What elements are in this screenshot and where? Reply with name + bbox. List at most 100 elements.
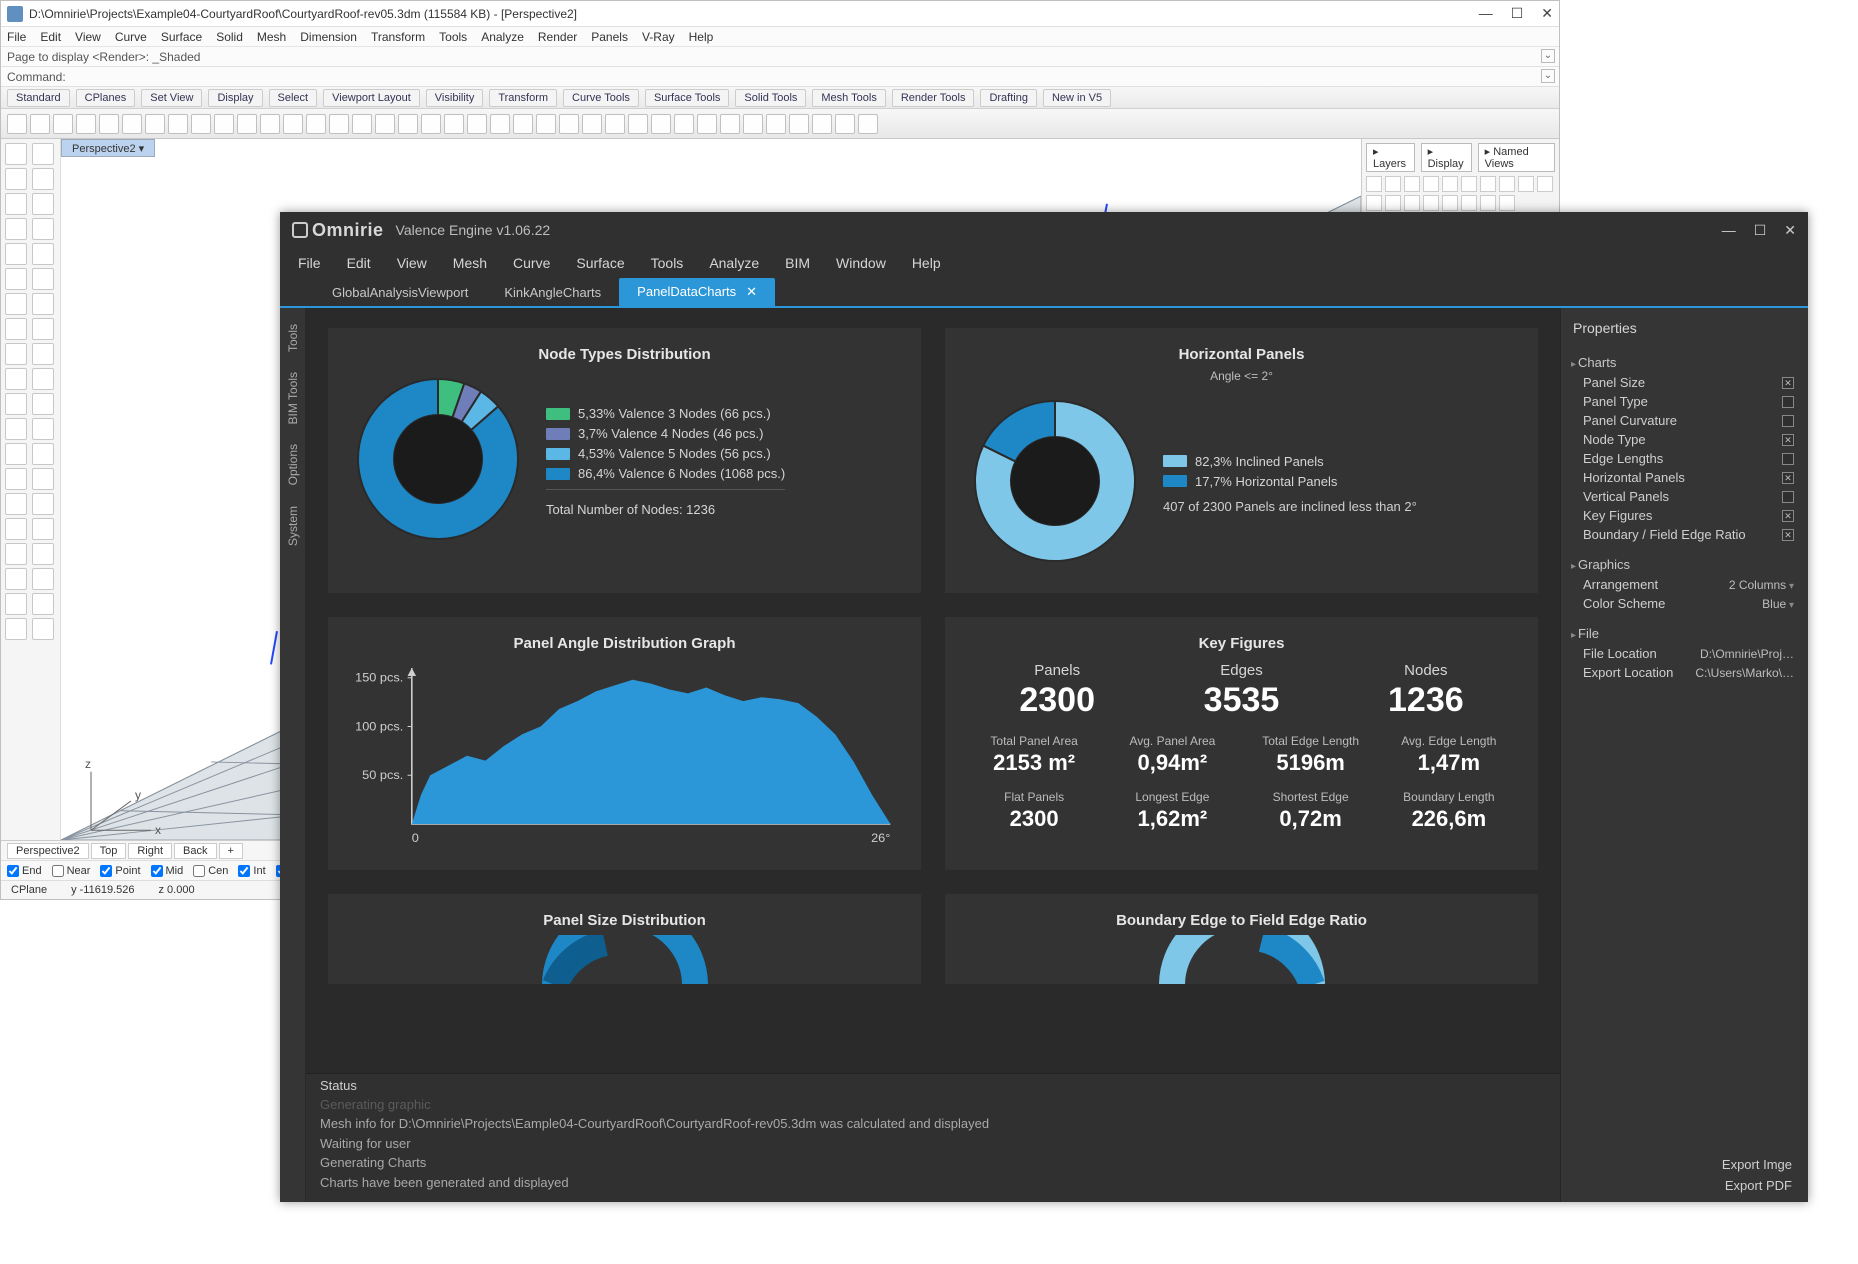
omni-menu-analyze[interactable]: Analyze (709, 255, 759, 271)
tool-icon[interactable] (32, 193, 54, 215)
rhino-row-expand2[interactable]: ⌄ (1541, 69, 1555, 83)
panel-tool-icon[interactable] (1366, 176, 1382, 192)
omni-menu-curve[interactable]: Curve (513, 255, 550, 271)
toolbar-icon[interactable] (30, 114, 50, 134)
toolbar-icon[interactable] (76, 114, 96, 134)
rhino-right-tab[interactable]: ▸ Layers (1366, 143, 1415, 172)
panel-tool-icon[interactable] (1499, 176, 1515, 192)
panel-tool-icon[interactable] (1385, 176, 1401, 192)
rhino-toolbar-tab[interactable]: CPlanes (76, 89, 136, 107)
panel-tool-icon[interactable] (1366, 195, 1382, 211)
toolbar-icon[interactable] (375, 114, 395, 134)
tool-icon[interactable] (5, 318, 27, 340)
rhino-menu-v-ray[interactable]: V-Ray (642, 30, 675, 44)
left-rail-tab[interactable]: System (284, 496, 302, 556)
toolbar-icon[interactable] (99, 114, 119, 134)
rhino-toolbar-tab[interactable]: Select (269, 89, 318, 107)
tool-icon[interactable] (32, 393, 54, 415)
tool-icon[interactable] (5, 418, 27, 440)
omni-menu-tools[interactable]: Tools (651, 255, 684, 271)
prop-section-title[interactable]: Graphics (1561, 554, 1808, 575)
toolbar-icon[interactable] (7, 114, 27, 134)
panel-tool-icon[interactable] (1423, 195, 1439, 211)
tool-icon[interactable] (32, 593, 54, 615)
tool-icon[interactable] (5, 268, 27, 290)
tool-icon[interactable] (5, 468, 27, 490)
prop-checkbox[interactable] (1782, 377, 1794, 389)
rhino-toolbar-tab[interactable]: Viewport Layout (323, 89, 420, 107)
panel-tool-icon[interactable] (1423, 176, 1439, 192)
tool-icon[interactable] (32, 518, 54, 540)
panel-tool-icon[interactable] (1461, 195, 1477, 211)
close-icon[interactable]: ✕ (1541, 5, 1553, 22)
prop-row[interactable]: Arrangement2 Columns (1561, 575, 1808, 594)
prop-row[interactable]: Boundary / Field Edge Ratio (1561, 525, 1808, 544)
rhino-menu-tools[interactable]: Tools (439, 30, 467, 44)
close-icon[interactable]: ✕ (1784, 222, 1796, 239)
omni-menu-help[interactable]: Help (912, 255, 941, 271)
rhino-menu-help[interactable]: Help (689, 30, 714, 44)
prop-checkbox[interactable] (1782, 491, 1794, 503)
tool-icon[interactable] (5, 243, 27, 265)
maximize-icon[interactable]: ☐ (1511, 5, 1524, 22)
tab-close-icon[interactable]: ✕ (746, 284, 757, 299)
toolbar-icon[interactable] (329, 114, 349, 134)
viewport-tab[interactable]: + (219, 843, 243, 859)
tool-icon[interactable] (5, 493, 27, 515)
viewport-tab[interactable]: Back (174, 843, 216, 859)
tool-icon[interactable] (5, 193, 27, 215)
panel-tool-icon[interactable] (1442, 176, 1458, 192)
rhino-command-row[interactable]: Command: ⌄ (1, 67, 1559, 87)
prop-checkbox[interactable] (1782, 472, 1794, 484)
left-rail-tab[interactable]: Options (284, 434, 302, 495)
rhino-right-tab[interactable]: ▸ Named Views (1478, 143, 1555, 172)
tool-icon[interactable] (5, 618, 27, 640)
prop-row[interactable]: Export LocationC:\Users\Marko\… (1561, 663, 1808, 682)
omni-menu-window[interactable]: Window (836, 255, 886, 271)
left-rail-tab[interactable]: BIM Tools (284, 362, 302, 434)
toolbar-icon[interactable] (858, 114, 878, 134)
rhino-toolbar-tab[interactable]: Visibility (426, 89, 484, 107)
toolbar-icon[interactable] (582, 114, 602, 134)
toolbar-icon[interactable] (191, 114, 211, 134)
prop-checkbox[interactable] (1782, 396, 1794, 408)
prop-value[interactable]: 2 Columns (1729, 578, 1794, 592)
rhino-viewport-tab[interactable]: Perspective2 ▾ (61, 139, 155, 157)
rhino-right-tab[interactable]: ▸ Display (1421, 143, 1472, 172)
rhino-toolbar-tab[interactable]: Render Tools (892, 89, 975, 107)
toolbar-icon[interactable] (467, 114, 487, 134)
rhino-menu-mesh[interactable]: Mesh (257, 30, 286, 44)
prop-row[interactable]: Edge Lengths (1561, 449, 1808, 468)
panel-tool-icon[interactable] (1480, 176, 1496, 192)
rhino-toolbar-tab[interactable]: Display (208, 89, 262, 107)
rhino-toolbar-tab[interactable]: Standard (7, 89, 70, 107)
osnap-point[interactable]: Point (100, 865, 140, 877)
tool-icon[interactable] (32, 168, 54, 190)
prop-value[interactable]: Blue (1762, 597, 1794, 611)
toolbar-icon[interactable] (53, 114, 73, 134)
panel-tool-icon[interactable] (1537, 176, 1553, 192)
export-button[interactable]: Export PDF (1561, 1175, 1808, 1196)
prop-row[interactable]: Horizontal Panels (1561, 468, 1808, 487)
prop-section-title[interactable]: Charts (1561, 352, 1808, 373)
viewport-tab[interactable]: Perspective2 (7, 843, 89, 859)
panel-tool-icon[interactable] (1518, 176, 1534, 192)
toolbar-icon[interactable] (720, 114, 740, 134)
toolbar-icon[interactable] (260, 114, 280, 134)
omni-tab[interactable]: PanelDataCharts✕ (619, 278, 775, 306)
prop-checkbox[interactable] (1782, 415, 1794, 427)
toolbar-icon[interactable] (398, 114, 418, 134)
prop-row[interactable]: Node Type (1561, 430, 1808, 449)
minimize-icon[interactable]: — (1722, 222, 1736, 239)
panel-tool-icon[interactable] (1404, 195, 1420, 211)
osnap-near[interactable]: Near (52, 865, 91, 877)
rhino-row-expand[interactable]: ⌄ (1541, 49, 1555, 63)
tool-icon[interactable] (32, 318, 54, 340)
rhino-toolbar-tab[interactable]: New in V5 (1043, 89, 1111, 107)
toolbar-icon[interactable] (559, 114, 579, 134)
osnap-mid[interactable]: Mid (151, 865, 184, 877)
omni-tab[interactable]: GlobalAnalysisViewport (314, 279, 486, 306)
tool-icon[interactable] (5, 293, 27, 315)
prop-section-title[interactable]: File (1561, 623, 1808, 644)
toolbar-icon[interactable] (743, 114, 763, 134)
